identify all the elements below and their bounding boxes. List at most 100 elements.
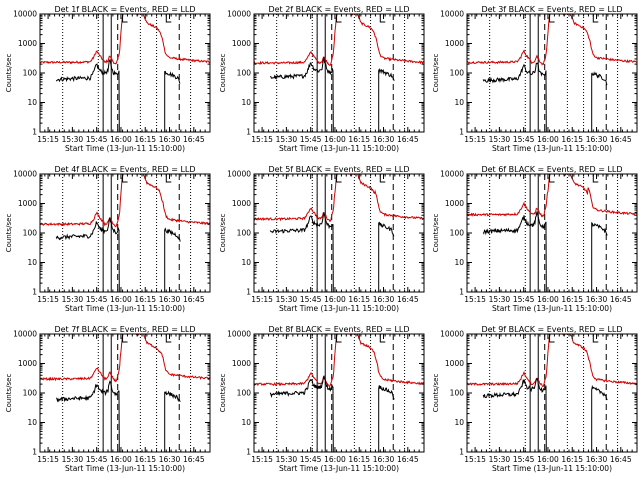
y-axis-label: Counts/sec xyxy=(5,374,13,413)
panel-title: Det 3f BLACK = Events, RED = LLD xyxy=(481,5,622,14)
x-tick-label: 15:45 xyxy=(300,455,322,464)
y-tick-label: 1 xyxy=(246,128,251,137)
x-tick-label: 15:15 xyxy=(464,455,486,464)
bracket-mark xyxy=(122,334,128,343)
y-tick-label: 1 xyxy=(246,448,251,457)
x-tick-label: 16:00 xyxy=(537,295,559,304)
lld-series-line xyxy=(254,174,424,222)
x-tick-label: 15:15 xyxy=(37,135,59,144)
bracket-mark xyxy=(549,334,555,343)
x-axis-label: Start Time (13-Jun-11 15:10:00) xyxy=(65,144,185,153)
events-series-line xyxy=(55,59,120,132)
x-tick-label: 16:45 xyxy=(397,295,419,304)
y-tick-label: 100 xyxy=(237,389,252,398)
y-tick-label: 10000 xyxy=(440,170,464,179)
plot-area xyxy=(467,334,637,452)
x-tick-label: 15:30 xyxy=(276,455,298,464)
bracket-mark xyxy=(379,14,386,23)
y-tick-label: 10 xyxy=(241,258,251,267)
bracket-mark xyxy=(165,174,172,183)
x-tick-label: 16:15 xyxy=(561,455,583,464)
bracket-mark xyxy=(379,334,386,343)
panel-frame xyxy=(253,13,425,133)
y-tick-label: 1000 xyxy=(445,199,464,208)
y-tick-label: 1 xyxy=(459,448,464,457)
bracket-mark xyxy=(122,14,128,23)
x-tick-label: 16:15 xyxy=(134,295,156,304)
lld-series-line xyxy=(40,334,210,383)
y-axis-label: Counts/sec xyxy=(432,214,440,253)
panel-frame xyxy=(466,333,638,453)
y-tick-label: 1000 xyxy=(232,39,251,48)
panel-det-4f: 1 10 100 1000 10000 15:15 15:30 15:45 16:00 16:15… xyxy=(5,165,211,313)
events-series-line xyxy=(269,375,334,452)
events-series-line xyxy=(482,62,547,132)
x-tick-label: 16:15 xyxy=(134,135,156,144)
x-tick-label: 16:45 xyxy=(610,135,632,144)
x-axis-label: Start Time (13-Jun-11 15:10:00) xyxy=(492,144,612,153)
panel-det-7f: 1 10 100 1000 10000 15:15 15:30 15:45 16:00 16:15… xyxy=(5,325,211,473)
bracket-mark xyxy=(549,174,555,183)
x-axis-label: Start Time (13-Jun-11 15:10:00) xyxy=(492,304,612,313)
bracket-mark xyxy=(549,14,555,23)
x-tick-label: 16:30 xyxy=(586,295,608,304)
panel-det-8f: 1 10 100 1000 10000 15:15 15:30 15:45 16:00 16:15… xyxy=(219,325,425,473)
panel-frame xyxy=(39,173,211,293)
bracket-mark xyxy=(336,14,342,23)
x-axis-label: Start Time (13-Jun-11 15:10:00) xyxy=(65,464,185,473)
x-tick-label: 16:30 xyxy=(159,295,181,304)
plot-area xyxy=(254,174,424,292)
x-tick-label: 16:30 xyxy=(373,135,395,144)
x-tick-label: 16:30 xyxy=(159,455,181,464)
x-tick-label: 15:30 xyxy=(276,135,298,144)
panel-det-3f: 1 10 100 1000 10000 15:15 15:30 15:45 16:00 16:15… xyxy=(432,5,638,153)
events-series-line xyxy=(164,70,181,132)
events-series-line xyxy=(378,221,395,292)
x-tick-label: 16:45 xyxy=(610,455,632,464)
events-series-line xyxy=(55,217,120,292)
x-tick-label: 16:45 xyxy=(397,135,419,144)
y-tick-label: 10000 xyxy=(227,330,251,339)
lld-series-line xyxy=(40,14,210,65)
y-tick-label: 1 xyxy=(32,288,37,297)
panel-frame xyxy=(253,173,425,293)
y-tick-label: 10000 xyxy=(227,10,251,19)
x-tick-label: 16:45 xyxy=(610,295,632,304)
bracket-mark xyxy=(122,174,128,183)
x-tick-label: 16:15 xyxy=(348,135,370,144)
y-tick-label: 1000 xyxy=(18,39,37,48)
x-tick-label: 15:30 xyxy=(276,295,298,304)
y-tick-label: 10 xyxy=(27,98,37,107)
panel-title: Det 4f BLACK = Events, RED = LLD xyxy=(54,165,195,174)
x-tick-label: 16:45 xyxy=(183,135,205,144)
panel-det-6f: 1 10 100 1000 10000 15:15 15:30 15:45 16:00 16:15… xyxy=(432,165,638,313)
x-tick-label: 16:00 xyxy=(110,455,132,464)
lld-series-line xyxy=(254,14,424,66)
x-axis-label: Start Time (13-Jun-11 15:10:00) xyxy=(65,304,185,313)
x-tick-label: 15:45 xyxy=(513,455,535,464)
x-tick-label: 15:30 xyxy=(489,455,511,464)
y-tick-label: 1000 xyxy=(18,199,37,208)
x-tick-label: 15:15 xyxy=(37,455,59,464)
lld-series-line xyxy=(467,14,637,66)
y-tick-label: 1000 xyxy=(232,359,251,368)
y-axis-label: Counts/sec xyxy=(5,214,13,253)
x-tick-label: 16:30 xyxy=(373,295,395,304)
y-tick-label: 10 xyxy=(454,98,464,107)
x-tick-label: 16:00 xyxy=(537,455,559,464)
y-tick-label: 10000 xyxy=(440,330,464,339)
y-axis-label: Counts/sec xyxy=(5,54,13,93)
plot-area xyxy=(40,174,210,292)
x-tick-label: 16:00 xyxy=(110,135,132,144)
events-series-line xyxy=(482,211,547,292)
panel-title: Det 9f BLACK = Events, RED = LLD xyxy=(481,325,622,334)
y-tick-label: 100 xyxy=(23,389,38,398)
plot-area xyxy=(467,174,637,292)
x-tick-label: 16:15 xyxy=(134,455,156,464)
plot-area xyxy=(467,14,637,132)
panel-det-2f: 1 10 100 1000 10000 15:15 15:30 15:45 16:00 16:15… xyxy=(219,5,425,153)
bracket-mark xyxy=(165,14,172,23)
y-tick-label: 10000 xyxy=(440,10,464,19)
plot-area xyxy=(40,334,210,452)
panel-det-9f: 1 10 100 1000 10000 15:15 15:30 15:45 16:00 16:15… xyxy=(432,325,638,473)
